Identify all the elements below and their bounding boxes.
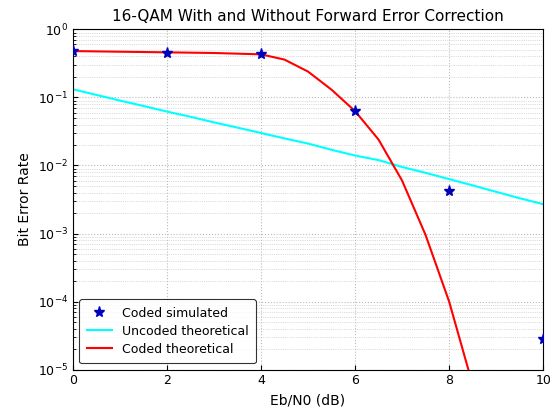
Uncoded theoretical <box>258 131 264 136</box>
Coded theoretical <box>305 69 311 74</box>
Line: Uncoded theoretical: Uncoded theoretical <box>73 89 543 204</box>
Y-axis label: Bit Error Rate: Bit Error Rate <box>18 152 32 247</box>
Coded theoretical <box>187 50 194 55</box>
Coded theoretical <box>469 382 476 387</box>
Coded simulated <box>540 337 547 342</box>
Coded theoretical <box>116 49 123 54</box>
Coded theoretical <box>93 49 100 54</box>
Uncoded theoretical <box>469 183 476 188</box>
Uncoded theoretical <box>164 109 170 114</box>
Coded theoretical <box>140 50 147 55</box>
Uncoded theoretical <box>422 170 429 175</box>
Line: Coded theoretical: Coded theoretical <box>73 51 543 420</box>
Uncoded theoretical <box>116 98 123 103</box>
Coded theoretical <box>446 299 452 304</box>
Coded simulated <box>164 50 170 55</box>
Uncoded theoretical <box>281 136 288 141</box>
Uncoded theoretical <box>187 114 194 119</box>
Uncoded theoretical <box>493 189 500 194</box>
Uncoded theoretical <box>352 153 358 158</box>
Line: Coded simulated: Coded simulated <box>67 45 549 345</box>
Coded simulated <box>446 189 452 194</box>
Uncoded theoretical <box>234 125 241 130</box>
Uncoded theoretical <box>305 141 311 146</box>
Uncoded theoretical <box>328 147 335 152</box>
Uncoded theoretical <box>516 196 523 201</box>
X-axis label: Eb/N0 (dB): Eb/N0 (dB) <box>270 393 346 407</box>
Uncoded theoretical <box>375 158 382 163</box>
Coded simulated <box>352 109 358 114</box>
Legend: Coded simulated, Uncoded theoretical, Coded theoretical: Coded simulated, Uncoded theoretical, Co… <box>79 299 256 363</box>
Coded theoretical <box>352 109 358 114</box>
Uncoded theoretical <box>399 165 405 170</box>
Coded theoretical <box>69 49 76 54</box>
Title: 16-QAM With and Without Forward Error Correction: 16-QAM With and Without Forward Error Co… <box>112 9 504 24</box>
Uncoded theoretical <box>140 103 147 108</box>
Uncoded theoretical <box>446 177 452 182</box>
Coded theoretical <box>281 57 288 62</box>
Coded theoretical <box>422 233 429 238</box>
Coded theoretical <box>234 51 241 56</box>
Uncoded theoretical <box>211 120 217 125</box>
Coded theoretical <box>399 178 405 183</box>
Uncoded theoretical <box>540 202 547 207</box>
Coded theoretical <box>211 50 217 55</box>
Uncoded theoretical <box>69 87 76 92</box>
Coded theoretical <box>258 52 264 57</box>
Coded theoretical <box>164 50 170 55</box>
Coded theoretical <box>375 137 382 142</box>
Uncoded theoretical <box>93 92 100 97</box>
Coded simulated <box>69 49 76 54</box>
Coded theoretical <box>328 87 335 92</box>
Coded simulated <box>258 52 264 57</box>
